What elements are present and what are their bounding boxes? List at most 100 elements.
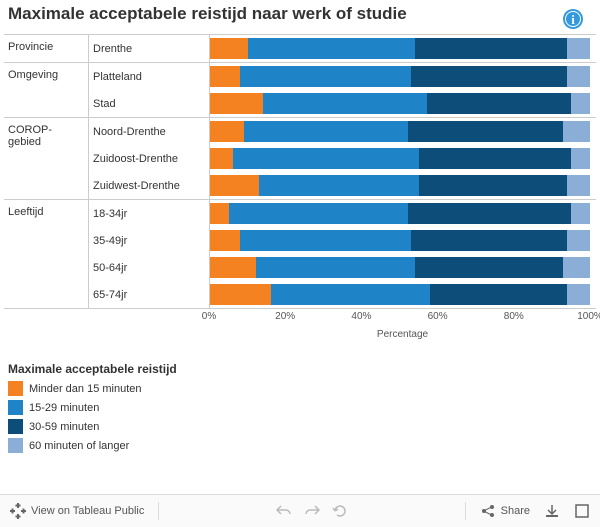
stacked-bar[interactable] [210,38,590,59]
legend-label: 30-59 minuten [29,421,99,433]
bar-segment[interactable] [259,175,419,196]
bar-segment[interactable] [240,230,411,251]
divider [465,502,466,520]
bar-segment[interactable] [229,203,408,224]
legend-swatch [8,419,23,434]
bar-segment[interactable] [210,203,229,224]
view-label: View on Tableau Public [31,505,144,517]
bar-segment[interactable] [210,230,240,251]
download-icon[interactable] [544,503,560,519]
data-row: Platteland [89,63,596,90]
bar-segment[interactable] [411,230,567,251]
data-row: Noord-Drenthe [89,118,596,145]
row-label: Zuidoost-Drenthe [89,153,209,165]
bar-segment[interactable] [271,284,431,305]
bar-segment[interactable] [567,230,590,251]
legend-item[interactable]: 15-29 minuten [8,398,177,417]
stacked-bar[interactable] [210,93,590,114]
bar-segment[interactable] [415,38,567,59]
bar-segment[interactable] [571,148,590,169]
axis-tick: 80% [504,311,524,322]
bar-segment[interactable] [244,121,407,142]
bar-segment[interactable] [411,66,567,87]
bar-segment[interactable] [563,257,590,278]
bar-segment[interactable] [419,175,567,196]
bar-segment[interactable] [419,148,571,169]
row-label: Noord-Drenthe [89,126,209,138]
bar-segment[interactable] [240,66,411,87]
bar-segment[interactable] [427,93,571,114]
legend-label: 60 minuten of langer [29,440,129,452]
undo-icon[interactable] [276,503,292,519]
bar-segment[interactable] [563,121,590,142]
divider [158,502,159,520]
bar-segment[interactable] [210,66,240,87]
data-row: 50-64jr [89,254,596,281]
bar-segment[interactable] [430,284,567,305]
row-label: 50-64jr [89,262,209,274]
stacked-bar[interactable] [210,257,590,278]
row-label: Platteland [89,71,209,83]
redo-icon[interactable] [304,503,320,519]
legend-label: 15-29 minuten [29,402,99,414]
bar-segment[interactable] [408,121,564,142]
data-row: Drenthe [89,35,596,62]
bar-segment[interactable] [571,93,590,114]
group-label: Provincie [4,35,89,62]
view-on-tableau-button[interactable]: View on Tableau Public [10,503,144,519]
bar-segment[interactable] [567,66,590,87]
legend-swatch [8,400,23,415]
stacked-bar[interactable] [210,66,590,87]
chart-area: ProvincieDrentheOmgevingPlattelandStadCO… [4,34,596,340]
bar-segment[interactable] [408,203,571,224]
data-row: Stad [89,90,596,117]
stacked-bar[interactable] [210,121,590,142]
fullscreen-icon[interactable] [574,503,590,519]
bar-segment[interactable] [256,257,416,278]
bar-segment[interactable] [210,38,248,59]
group-row: OmgevingPlatteland Stad [4,62,596,117]
row-label: 65-74jr [89,289,209,301]
info-icon[interactable]: i [562,8,584,30]
share-button[interactable]: Share [480,503,530,519]
bar-segment[interactable] [210,148,233,169]
bar-segment[interactable] [567,175,590,196]
group-row: COROP-gebiedNoord-Drenthe Zuidoost-Drenth… [4,117,596,199]
bar-segment[interactable] [210,121,244,142]
legend-item[interactable]: 30-59 minuten [8,417,177,436]
bar-segment[interactable] [415,257,563,278]
bar-segment[interactable] [571,203,590,224]
bar-segment[interactable] [210,93,263,114]
bar-segment[interactable] [210,257,256,278]
group-row: Leeftijd18-34jr35-49jr50-64jr65-74jr [4,199,596,309]
reset-icon[interactable] [332,503,348,519]
bar-segment[interactable] [210,284,271,305]
stacked-bar[interactable] [210,175,590,196]
group-row: ProvincieDrenthe [4,34,596,62]
chart-title: Maximale acceptabele reistijd naar werk … [0,0,540,24]
data-row: Zuidoost-Drenthe [89,145,596,172]
bar-segment[interactable] [567,284,590,305]
group-label: Omgeving [4,63,89,117]
axis-tick: 40% [351,311,371,322]
stacked-bar[interactable] [210,230,590,251]
data-row: Zuidwest-Drenthe [89,172,596,199]
group-label: COROP-gebied [4,118,89,199]
row-label: Stad [89,98,209,110]
axis-tick: 100% [577,311,600,322]
group-label: Leeftijd [4,200,89,308]
legend-item[interactable]: Minder dan 15 minuten [8,379,177,398]
stacked-bar[interactable] [210,203,590,224]
share-icon [480,503,496,519]
bar-segment[interactable] [248,38,415,59]
data-row: 35-49jr [89,227,596,254]
bar-segment[interactable] [567,38,590,59]
stacked-bar[interactable] [210,284,590,305]
legend-item[interactable]: 60 minuten of langer [8,436,177,455]
bar-segment[interactable] [263,93,426,114]
bar-segment[interactable] [210,175,259,196]
row-label: 35-49jr [89,235,209,247]
bar-segment[interactable] [233,148,419,169]
stacked-bar[interactable] [210,148,590,169]
share-label: Share [501,505,530,517]
